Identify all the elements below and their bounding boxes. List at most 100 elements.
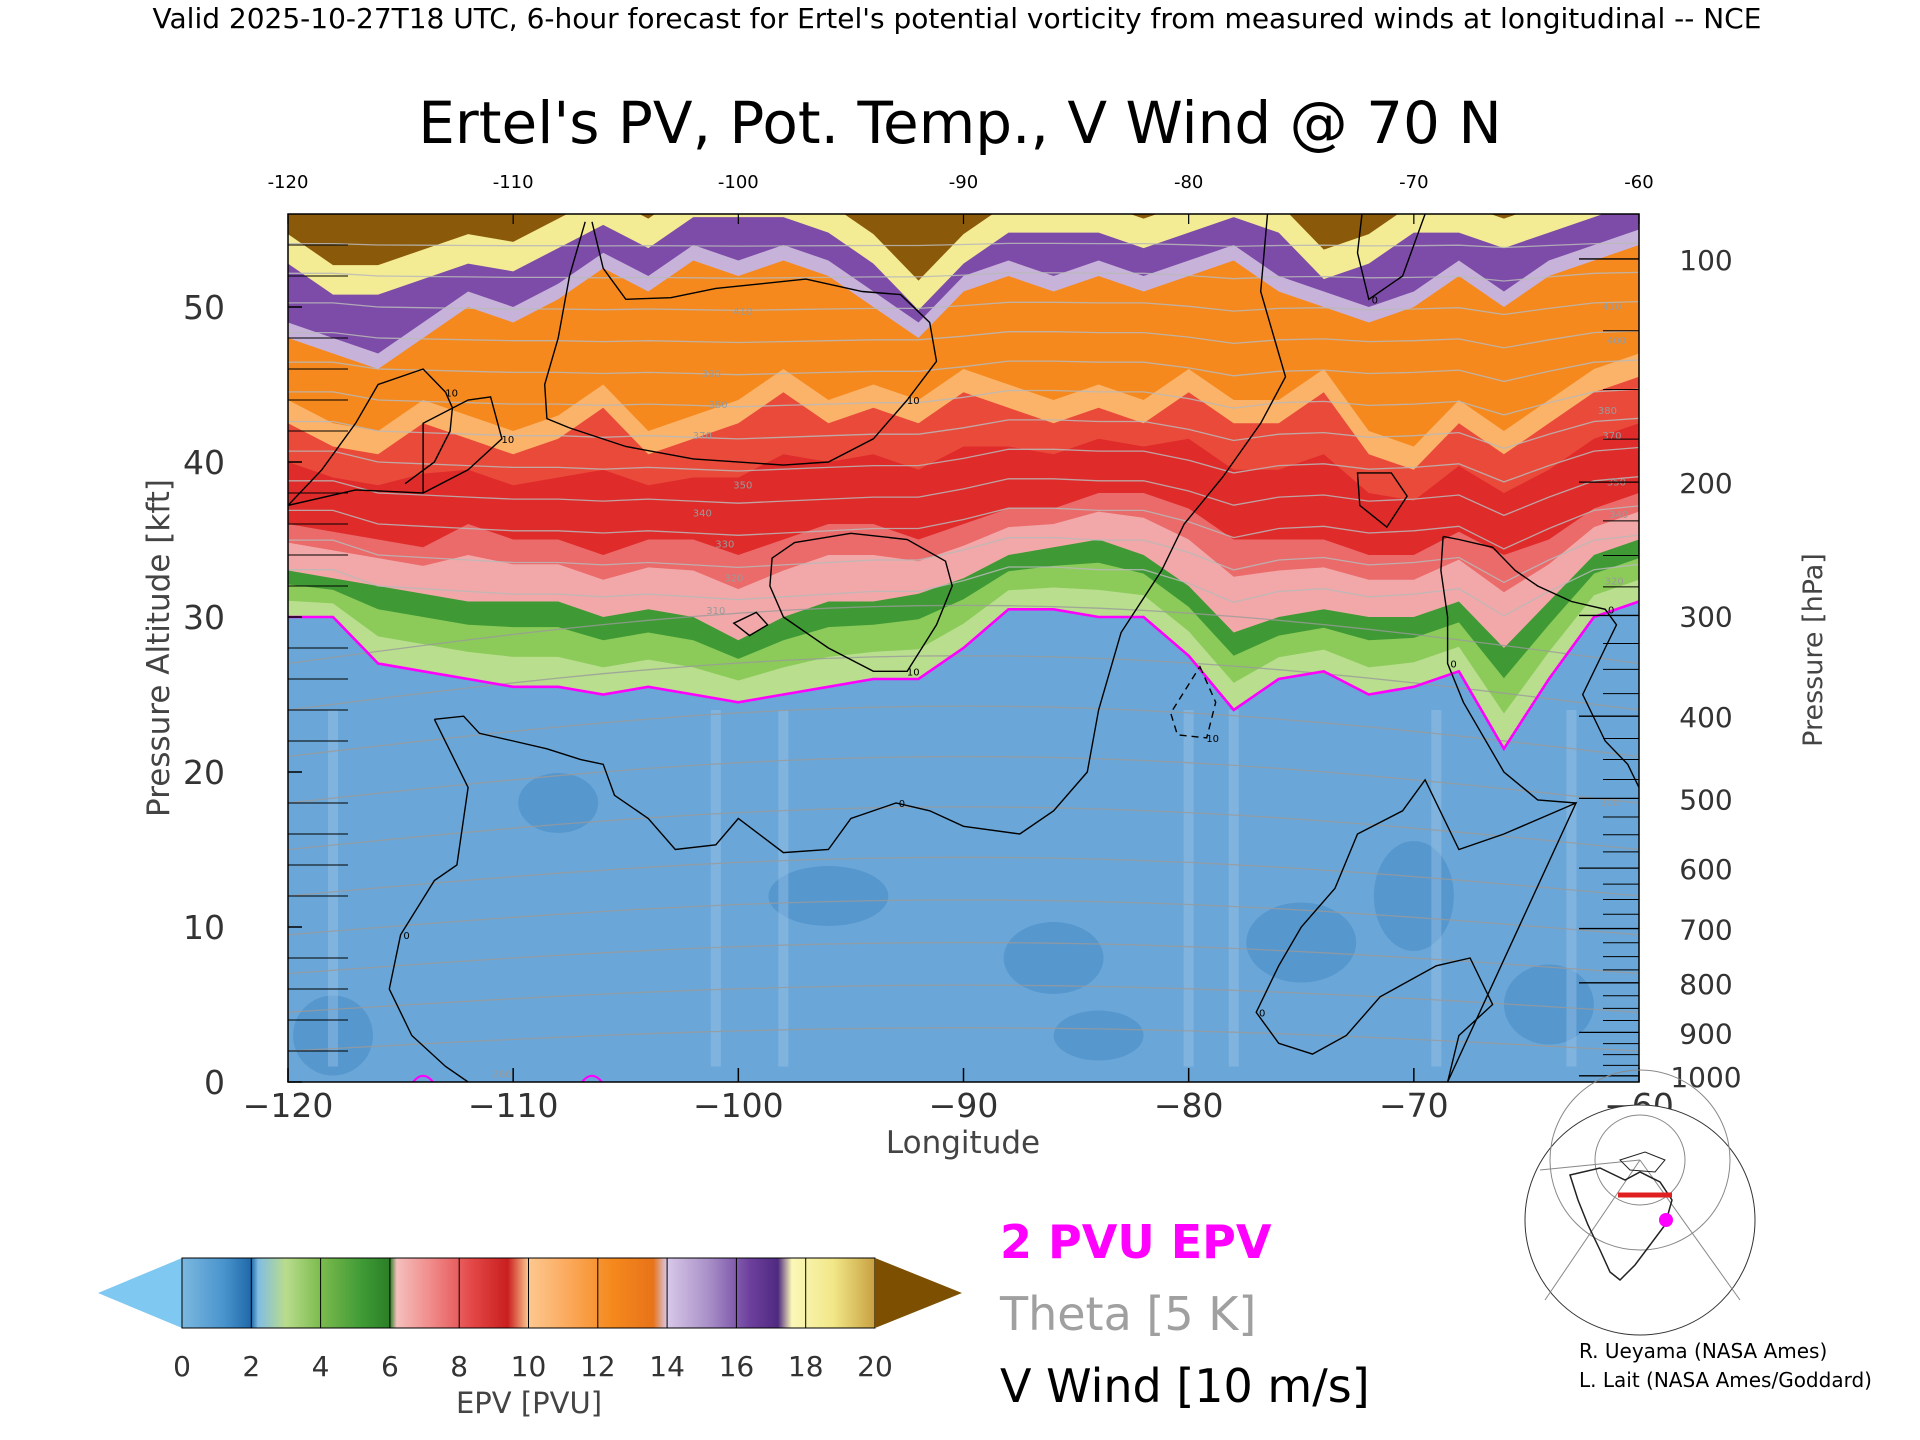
v-wind-contour: [388, 718, 469, 1082]
colorbar-tick-label: 4: [312, 1350, 330, 1383]
v-wind-contour-label: 0: [1372, 295, 1378, 306]
two-pvu-contour: [288, 600, 1639, 752]
epv-light-streak: [1183, 710, 1194, 1067]
epv-light-streak: [328, 710, 339, 1067]
theta-label: 370: [693, 431, 712, 442]
pressure-tick-label: 500: [1679, 783, 1732, 816]
colorbar-tick-label: 0: [173, 1350, 191, 1383]
header-caption: Valid 2025-10-27T18 UTC, 6-hour forecast…: [153, 2, 1762, 35]
top-tick-label: -110: [493, 172, 534, 193]
theta-line: [288, 984, 1639, 1013]
map-parallel: [1594, 1114, 1686, 1206]
v-wind-contour-label: 0: [1259, 1008, 1265, 1019]
v-wind-contour-label: 10: [445, 388, 458, 399]
colorbar-tick-label: 14: [649, 1350, 685, 1383]
colorbar-tick-label: 18: [788, 1350, 824, 1383]
theta-isentropes: [288, 242, 1639, 1052]
map-meridian: [1544, 1159, 1641, 1301]
theta-line: [288, 941, 1639, 975]
v-wind-contour: [288, 396, 503, 507]
v-wind-contours: 10 10 10 10 10 0 0 0 0 0 0: [288, 214, 1639, 1082]
theta-label: 350: [733, 480, 752, 491]
v-wind-contour-label: 10: [502, 435, 515, 446]
theta-label: 310: [706, 606, 725, 617]
pressure-tick-label: 200: [1679, 467, 1732, 500]
chart-title: Ertel's PV, Pot. Temp., V Wind @ 70 N: [418, 89, 1501, 157]
theta-line: [288, 655, 1639, 711]
pressure-tick-label: 800: [1679, 968, 1732, 1001]
epv-blue-patch: [1003, 922, 1104, 994]
legend-theta-entry: Theta [5 K]: [999, 1287, 1256, 1341]
x-tick-label: −90: [929, 1086, 999, 1125]
top-tick-label: -80: [1174, 172, 1203, 193]
x-tick-label: −120: [243, 1086, 334, 1125]
y-tick-label: 20: [183, 753, 225, 792]
theta-label: 410: [733, 307, 752, 318]
v-wind-contour: [543, 221, 938, 466]
theta-line: [288, 806, 1639, 851]
theta-line: [288, 856, 1639, 897]
colorbar-tick-label: 8: [450, 1350, 468, 1383]
v-wind-contour: [769, 532, 953, 672]
map-meridian: [1639, 1159, 1741, 1301]
top-tick-label: -120: [268, 172, 309, 193]
theta-line: [288, 417, 1639, 450]
theta-label: 390: [702, 369, 721, 380]
epv-blue-patch: [1246, 902, 1357, 983]
v-wind-contour: [434, 214, 1287, 854]
colorbar-tick-label: 16: [719, 1350, 755, 1383]
v-wind-contour: [1442, 535, 1639, 788]
theta-label: 320: [724, 573, 743, 584]
pressure-tick-label: 900: [1679, 1017, 1732, 1050]
epv-blue-patch: [1053, 1010, 1144, 1061]
epv-blue-patch: [293, 995, 374, 1076]
map-meridian: [1539, 1159, 1641, 1171]
theta-line: [288, 359, 1639, 383]
v-wind-contour-label: 0: [1450, 660, 1456, 671]
x-axis: −120−110−100−90−80−70−60: [243, 1068, 1674, 1125]
top-longitude-axis: -120 -110 -100 -90 -80 -70 -60: [268, 172, 1654, 224]
x-tick-label: −100: [693, 1086, 784, 1125]
colorbar-tick-label: 10: [511, 1350, 547, 1383]
pressure-tick-label: 400: [1679, 701, 1732, 734]
theta-labels: 410 390 380 370 350 340 330 320 310 410 400 380 370 3…: [492, 302, 1628, 1080]
v-wind-contour-label: 10: [1206, 734, 1219, 745]
y-tick-label: 30: [183, 598, 225, 637]
colorbar-tick-label: 12: [580, 1350, 616, 1383]
theta-line: [288, 446, 1639, 483]
two-pvu-surface-contour: [581, 1074, 603, 1082]
pressure-tick-label: 600: [1679, 853, 1732, 886]
v-wind-contour-label: 0: [899, 799, 905, 810]
v-wind-contour: [1356, 214, 1426, 301]
v-wind-contour: [732, 611, 769, 637]
epv-light-streak: [778, 710, 789, 1067]
top-tick-label: -60: [1624, 172, 1653, 193]
epv-blue-patch: [768, 866, 889, 926]
credit-line-1: R. Ueyama (NASA Ames): [1579, 1339, 1827, 1363]
theta-line: [288, 705, 1639, 758]
colorbar-tick-label: 6: [381, 1350, 399, 1383]
map-islands: [1619, 1151, 1666, 1173]
x-tick-label: −70: [1379, 1086, 1449, 1125]
colorbar-tick-label: 2: [242, 1350, 260, 1383]
x-tick-label: −80: [1154, 1086, 1224, 1125]
pressure-tick-label: 100: [1679, 244, 1732, 277]
colorbar: 0 2 4 6 8 10 12 14 16 18 20: [98, 1257, 962, 1383]
epv-blue-patch: [1503, 964, 1594, 1045]
theta-line: [288, 388, 1639, 416]
theta-label: 300: [1600, 798, 1619, 809]
theta-label: 380: [1598, 406, 1617, 417]
theta-line: [288, 271, 1639, 282]
epv-band-20: [288, 214, 1518, 281]
theta-label: 410: [1602, 302, 1621, 313]
y-axis: 0 10 20 30 40 50: [183, 244, 348, 1102]
colorbar-over-arrow: [875, 1258, 962, 1328]
theta-label: 340: [693, 508, 712, 519]
theta-label: 370: [1602, 431, 1621, 442]
epv-light-streak: [1228, 710, 1239, 1067]
map-coastline: [1569, 1167, 1673, 1282]
pressure-axis-label: Pressure [hPa]: [1798, 553, 1829, 747]
theta-line: [288, 505, 1639, 550]
v-wind-contour: [1356, 472, 1408, 529]
